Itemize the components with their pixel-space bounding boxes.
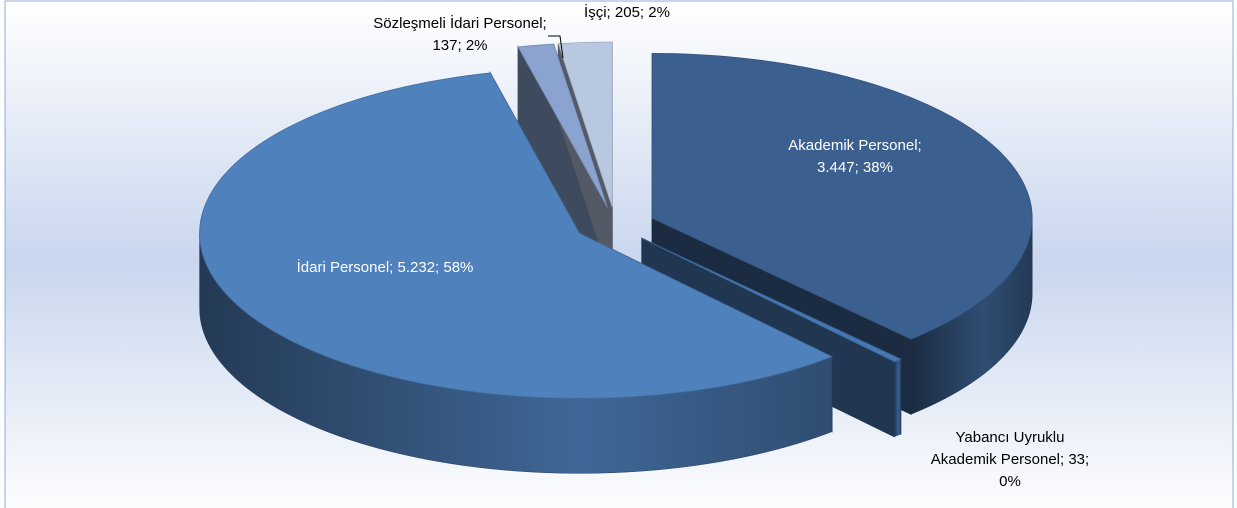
slice [517, 43, 608, 208]
data-label: Akademik Personel; 3.447; 38% [788, 137, 921, 176]
data-label-line: 137; 2% [432, 37, 487, 54]
data-label: İşçi; 205; 2% [584, 3, 670, 21]
data-label-line: Akademik Personel; 33; [931, 451, 1089, 468]
data-label: Yabancı Uyruklu Akademik Personel; 33; 0% [931, 429, 1089, 490]
slice [557, 41, 613, 208]
data-label-line: Akademik Personel; [788, 137, 921, 154]
data-label-line: Sözleşmeli İdari Personel; [373, 14, 546, 32]
slice [651, 53, 1033, 340]
slice [641, 237, 902, 363]
data-label-line: İşçi; 205; 2% [584, 3, 670, 21]
data-label-line: İdari Personel; 5.232; 58% [297, 258, 474, 276]
slice-wall [894, 358, 902, 438]
leader-line [548, 35, 564, 59]
data-label: Sözleşmeli İdari Personel; 137; 2% [373, 14, 546, 54]
data-label: İdari Personel; 5.232; 58% [297, 258, 474, 276]
data-label-line: 3.447; 38% [817, 159, 893, 176]
data-label-line: Yabancı Uyruklu [956, 429, 1065, 446]
data-label-line: 0% [999, 473, 1021, 490]
slice [199, 72, 834, 399]
